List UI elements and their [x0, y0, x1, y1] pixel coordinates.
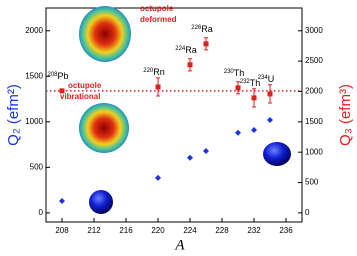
element-symbol: U: [268, 74, 275, 84]
marker: [59, 198, 65, 205]
y-tick-label: 1500: [25, 71, 43, 80]
element-symbol: Pb: [58, 71, 69, 81]
y-tick-label: 500: [30, 162, 44, 171]
y2-tick-label: 1000: [305, 147, 323, 156]
element-symbol: Th: [234, 68, 245, 78]
mass-number: 232: [240, 78, 251, 84]
marker: [59, 88, 65, 94]
y-tick-label: 0: [39, 208, 44, 217]
marker: [235, 85, 241, 91]
y2-axis-label: Q₃ (efm³): [337, 84, 354, 146]
x-tick-label: 232: [247, 226, 261, 235]
x-tick-label: 228: [215, 226, 229, 235]
x-tick-label: 212: [87, 226, 101, 235]
marker: [251, 127, 257, 134]
sphere: [89, 190, 113, 214]
x-tick-label: 216: [119, 226, 133, 235]
marker: [155, 84, 161, 90]
marker: [235, 129, 241, 136]
vibrational-nucleus: [79, 103, 129, 153]
y-axis-label: Q₂ (efm²): [5, 84, 22, 146]
y2-tick-label: 2500: [305, 56, 323, 65]
x-tick-label: 220: [151, 226, 165, 235]
annotation: octupole: [68, 81, 102, 90]
x-tick-label: 236: [279, 226, 293, 235]
element-symbol: Rn: [153, 67, 165, 77]
x-axis-label: A: [174, 237, 185, 253]
marker: [187, 154, 193, 161]
marker: [187, 62, 193, 68]
y-tick-label: 1000: [25, 117, 43, 126]
marker: [267, 117, 273, 124]
mass-number: 234: [258, 74, 269, 80]
sphere: [263, 142, 291, 166]
plot-frame: [45, 7, 303, 223]
mass-number: 208: [47, 71, 58, 77]
nuclide-label: 208Pb: [47, 71, 68, 81]
marker: [267, 91, 273, 97]
annotation: deformed: [140, 15, 177, 24]
y2-tick-label: 2000: [305, 87, 323, 96]
y2-tick-label: 3000: [305, 26, 323, 35]
mass-number: 224: [175, 45, 186, 51]
marker: [155, 174, 161, 181]
mass-number: 226: [191, 24, 202, 30]
nuclide-label: 220Rn: [143, 67, 165, 77]
y-tick-label: 2000: [25, 26, 43, 35]
marker: [203, 41, 209, 47]
element-symbol: Ra: [185, 45, 197, 55]
x-tick-label: 208: [55, 226, 69, 235]
y2-tick-label: 0: [305, 208, 310, 217]
x-tick-label: 224: [183, 226, 197, 235]
nuclide-label: 234U: [258, 74, 275, 84]
y2-tick-label: 500: [305, 178, 319, 187]
nuclide-label: 230Th: [224, 68, 245, 78]
mass-number: 230: [224, 68, 235, 74]
marker: [251, 95, 257, 101]
marker: [203, 147, 209, 154]
nuclide-label: 226Ra: [191, 24, 213, 34]
nuclide-label: 224Ra: [175, 45, 197, 55]
annotation: vibrational: [60, 92, 100, 101]
annotation: octupole: [140, 4, 174, 13]
element-symbol: Ra: [201, 24, 213, 34]
y2-tick-label: 1500: [305, 117, 323, 126]
mass-number: 220: [143, 68, 154, 74]
nuclide-label: 232Th: [240, 78, 261, 88]
deformed-nucleus: [79, 6, 131, 62]
element-symbol: Th: [250, 78, 261, 88]
